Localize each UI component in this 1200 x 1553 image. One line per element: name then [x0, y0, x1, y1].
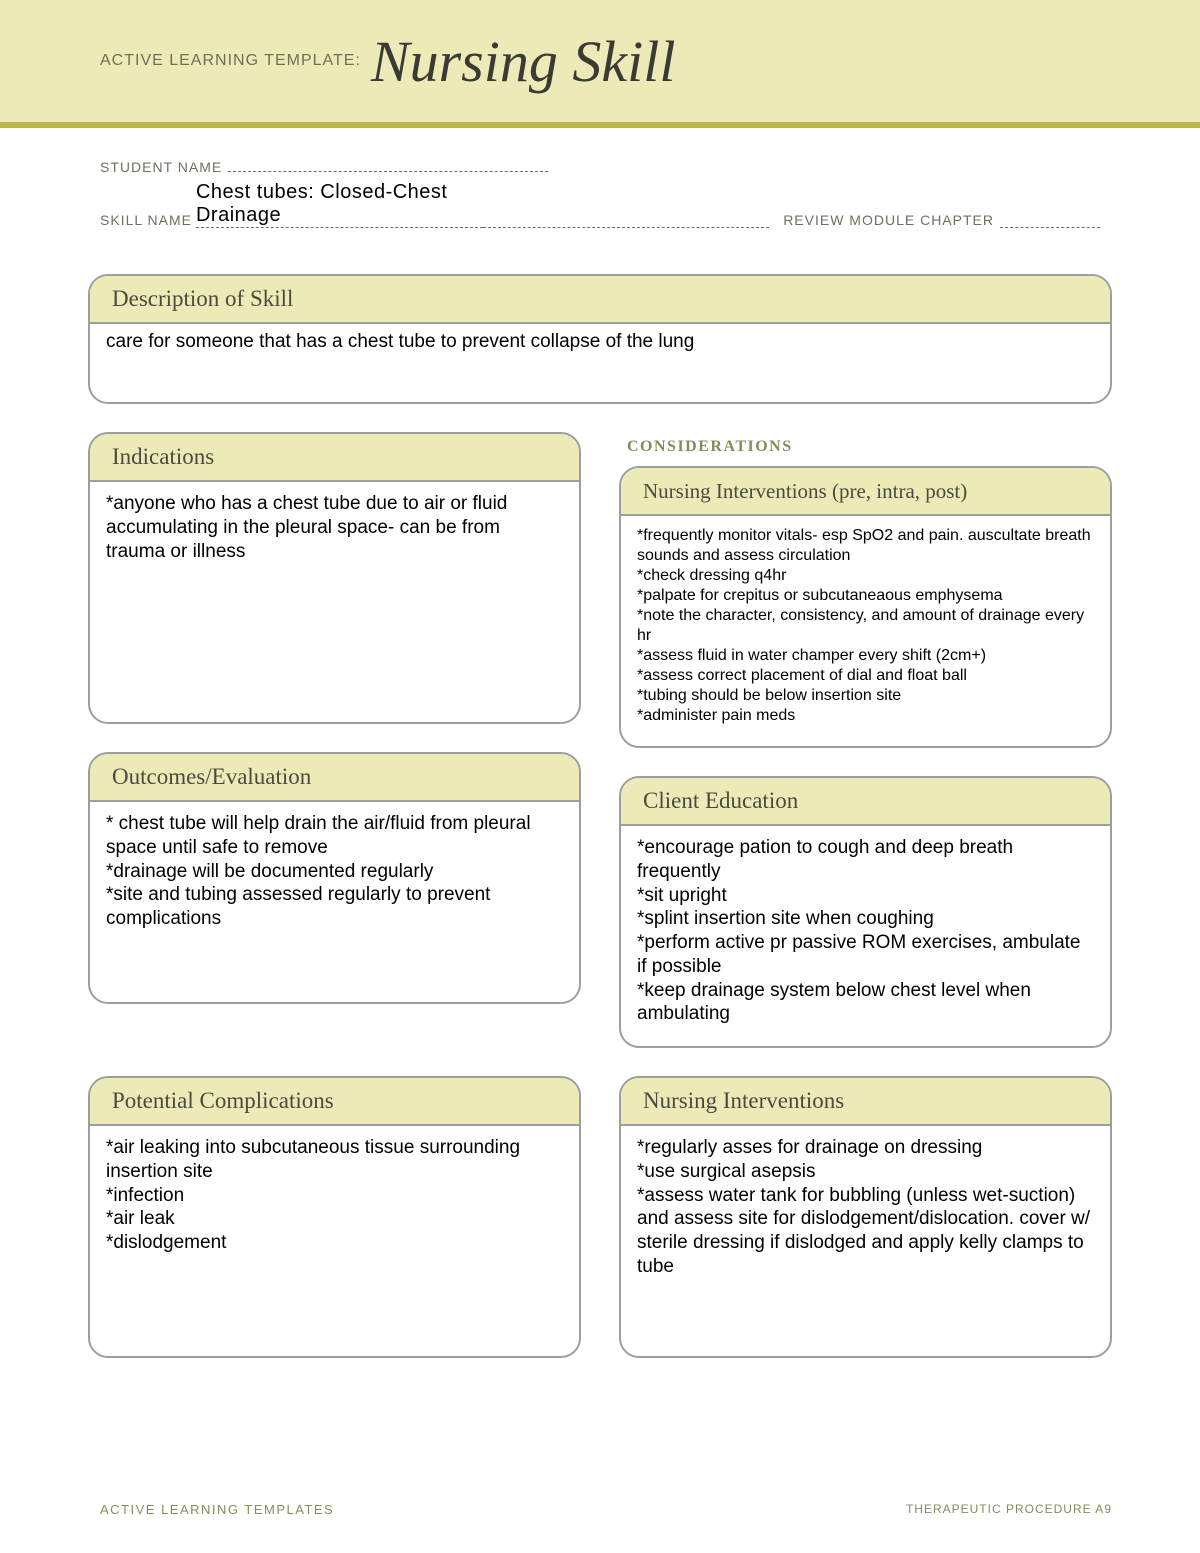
skill-row: SKILL NAME Chest tubes: Closed-Chest Dra… [100, 181, 1100, 228]
footer-right: THERAPEUTIC PROCEDURE A9 [906, 1502, 1112, 1517]
two-column-row-1: Indications *anyone who has a chest tube… [88, 432, 1112, 1076]
nursing-interventions2-title: Nursing Interventions [621, 1078, 1110, 1126]
nursing-interventions2-body: *regularly asses for drainage on dressin… [621, 1126, 1110, 1356]
description-panel: Description of Skill care for someone th… [88, 274, 1112, 404]
student-row: STUDENT NAME [100, 158, 1100, 175]
student-value-line [228, 158, 548, 172]
complications-panel: Potential Complications *air leaking int… [88, 1076, 581, 1358]
nursing-interventions-title: Nursing Interventions (pre, intra, post) [621, 468, 1110, 516]
content: Description of Skill care for someone th… [0, 234, 1200, 1386]
footer: ACTIVE LEARNING TEMPLATES THERAPEUTIC PR… [100, 1502, 1112, 1517]
outcomes-body: * chest tube will help drain the air/flu… [90, 802, 579, 1002]
complications-title: Potential Complications [90, 1078, 579, 1126]
review-label: REVIEW MODULE CHAPTER [783, 212, 994, 228]
two-column-row-2: Potential Complications *air leaking int… [88, 1076, 1112, 1386]
indications-panel: Indications *anyone who has a chest tube… [88, 432, 581, 724]
client-education-panel: Client Education *encourage pation to co… [619, 776, 1112, 1048]
meta-block: STUDENT NAME SKILL NAME Chest tubes: Clo… [0, 128, 1200, 228]
nursing-interventions-panel: Nursing Interventions (pre, intra, post)… [619, 466, 1112, 748]
description-title: Description of Skill [90, 276, 1110, 324]
header-band: ACTIVE LEARNING TEMPLATE: Nursing Skill [0, 0, 1200, 128]
description-body: care for someone that has a chest tube t… [90, 324, 1110, 402]
nursing-interventions-body: *frequently monitor vitals- esp SpO2 and… [621, 516, 1110, 746]
left-column: Indications *anyone who has a chest tube… [88, 432, 581, 1076]
right-column-considerations: CONSIDERATIONS Nursing Interventions (pr… [619, 432, 1112, 1076]
page: ACTIVE LEARNING TEMPLATE: Nursing Skill … [0, 0, 1200, 1553]
complications-body: *air leaking into subcutaneous tissue su… [90, 1126, 579, 1356]
footer-left: ACTIVE LEARNING TEMPLATES [100, 1502, 334, 1517]
nursing-interventions2-panel: Nursing Interventions *regularly asses f… [619, 1076, 1112, 1358]
header-title: Nursing Skill [371, 28, 676, 95]
client-education-title: Client Education [621, 778, 1110, 826]
header-prefix: ACTIVE LEARNING TEMPLATE: [100, 52, 361, 70]
skill-value: Chest tubes: Closed-Chest Drainage [196, 181, 483, 228]
considerations-label: CONSIDERATIONS [627, 438, 1112, 456]
review-value-line [1000, 214, 1100, 228]
outcomes-panel: Outcomes/Evaluation * chest tube will he… [88, 752, 581, 1004]
indications-body: *anyone who has a chest tube due to air … [90, 482, 579, 722]
outcomes-title: Outcomes/Evaluation [90, 754, 579, 802]
student-label: STUDENT NAME [100, 159, 222, 175]
indications-title: Indications [90, 434, 579, 482]
skill-label: SKILL NAME [100, 212, 192, 228]
client-education-body: *encourage pation to cough and deep brea… [621, 826, 1110, 1046]
